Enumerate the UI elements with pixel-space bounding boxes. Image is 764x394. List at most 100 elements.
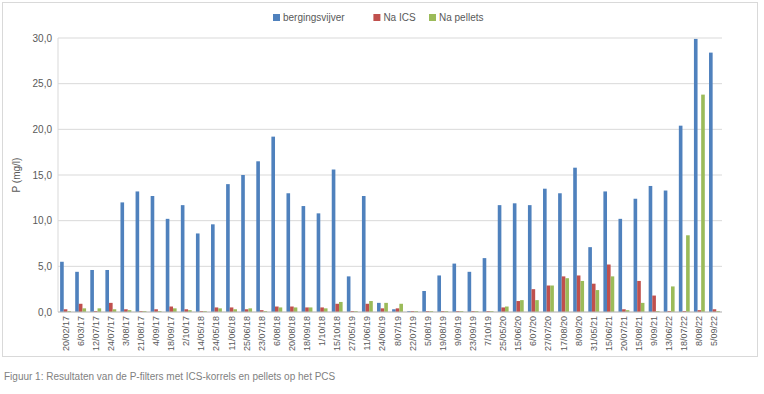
bar [694, 39, 698, 312]
bar [79, 304, 83, 312]
x-tick-label: 23/07/18 [257, 316, 267, 351]
x-tick-label: 6/07/20 [528, 316, 538, 346]
y-tick-label: 25,0 [33, 78, 53, 89]
x-tick-label: 8/09/20 [574, 316, 584, 346]
x-tick-label: 9/09/19 [453, 316, 463, 346]
bar [558, 193, 562, 312]
caption: Figuur 1: Resultaten van de P-filters me… [4, 371, 336, 382]
x-tick-label: 24/06/19 [377, 316, 387, 351]
x-tick-label: 15/10/18 [332, 316, 342, 351]
x-tick-label: 27/05/19 [347, 316, 357, 351]
bar [377, 303, 381, 312]
bar [513, 203, 517, 312]
x-tick-label: 20/08/18 [287, 316, 297, 351]
bar [547, 286, 551, 312]
bar [501, 307, 505, 312]
bar [505, 307, 509, 312]
grid-line [58, 266, 722, 267]
bar [109, 303, 113, 312]
bar [120, 202, 124, 312]
bar [275, 307, 279, 312]
x-tick-label: 15/06/21 [604, 316, 614, 351]
legend-swatch [373, 14, 380, 21]
bar [211, 224, 215, 312]
x-tick-label: 8/07/19 [393, 316, 403, 346]
bar [320, 307, 324, 312]
bar [618, 219, 622, 312]
bar [384, 303, 388, 312]
bar [516, 301, 520, 312]
bar [105, 270, 109, 312]
bar [230, 307, 234, 312]
bar [520, 300, 524, 312]
x-tick-label: 27/07/20 [543, 316, 553, 351]
grid-line [58, 175, 722, 176]
bar [271, 137, 275, 312]
bar [218, 308, 222, 312]
bar [701, 95, 705, 312]
x-tick-label: 15/08/21 [634, 316, 644, 351]
bar [535, 300, 539, 312]
bar [573, 168, 577, 312]
x-tick-label: 20/07/21 [619, 316, 629, 351]
legend-label: Na pellets [439, 12, 483, 23]
grid-line [58, 38, 722, 39]
bar [580, 281, 584, 312]
bar [290, 307, 294, 312]
bar [562, 276, 566, 312]
y-axis [58, 38, 59, 312]
x-tick-label: 21/08/17 [136, 316, 146, 351]
bar [468, 272, 472, 312]
bar [256, 161, 260, 312]
x-tick-label: 5/08/19 [423, 316, 433, 346]
x-tick-label: 7/10/19 [483, 316, 493, 346]
bar [241, 175, 245, 312]
bar [173, 308, 177, 312]
bar [169, 307, 173, 312]
x-tick-label: 20/02/17 [61, 316, 71, 351]
x-tick-label: 17/08/20 [559, 316, 569, 351]
bar [309, 307, 313, 312]
x-tick-label: 25/06/18 [242, 316, 252, 351]
bar [641, 303, 645, 312]
bar [302, 206, 306, 312]
grid-line [58, 129, 722, 130]
x-tick-label: 1/10/18 [317, 316, 327, 346]
x-axis [58, 312, 722, 313]
x-tick-label: 3/08/17 [121, 316, 131, 346]
x-tick-label: 2/10/17 [181, 316, 191, 346]
bar [60, 262, 64, 312]
x-tick-label: 24/07/17 [106, 316, 116, 351]
x-tick-label: 14/05/18 [196, 316, 206, 351]
bar [396, 308, 400, 312]
x-tick-label: 18/09/18 [302, 316, 312, 351]
bar [181, 205, 185, 312]
bar [652, 296, 656, 312]
x-tick-label: 12/07/17 [91, 316, 101, 351]
x-tick-label: 31/05/21 [589, 316, 599, 351]
legend-swatch [429, 14, 436, 21]
x-tick-label: 8/08/22 [694, 316, 704, 346]
bar [649, 186, 653, 312]
bar [543, 189, 547, 312]
x-tick-label: 6/08/18 [272, 316, 282, 346]
x-tick-label: 15/06/20 [513, 316, 523, 351]
bar [335, 304, 339, 312]
bar [381, 308, 385, 312]
bar [565, 278, 569, 312]
x-tick-label: 19/08/19 [438, 316, 448, 351]
bar [362, 196, 366, 312]
bar [166, 219, 170, 312]
grid-line [58, 83, 722, 84]
bar [332, 170, 336, 312]
bar [369, 301, 373, 312]
bar [528, 205, 532, 312]
bar [248, 308, 252, 312]
chart: 0,05,010,015,020,025,030,0P (mg/l)20/02/… [0, 0, 764, 394]
x-tick-label: 9/09/21 [649, 316, 659, 346]
bar [226, 184, 230, 312]
bar [596, 290, 600, 312]
bar [279, 307, 283, 312]
bar [664, 191, 668, 312]
y-tick-label: 5,0 [38, 261, 52, 272]
